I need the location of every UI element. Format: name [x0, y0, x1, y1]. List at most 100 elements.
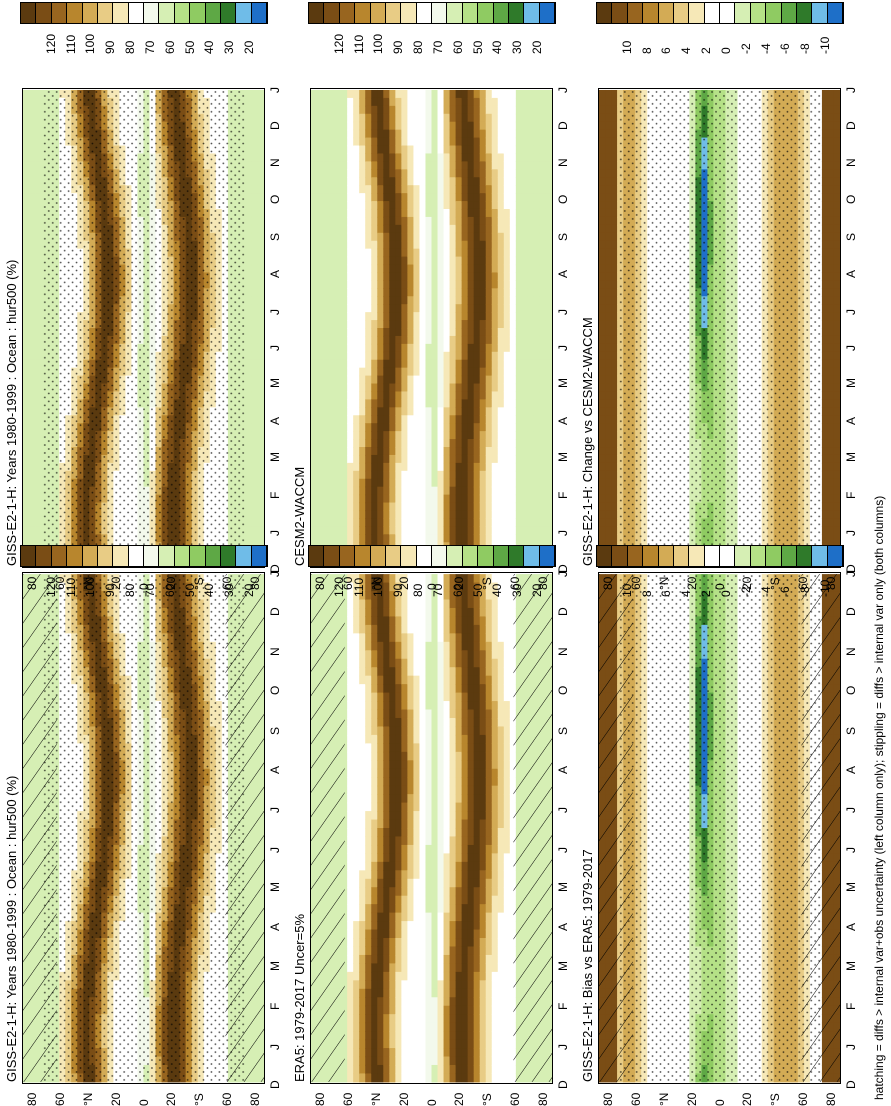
heatmap-cell [359, 785, 366, 795]
heatmap-cell [443, 1014, 451, 1024]
heatmap-cell [419, 701, 427, 711]
heatmap-cell [473, 1056, 481, 1066]
heatmap-cell [479, 921, 487, 931]
heatmap-cell [383, 904, 390, 914]
heatmap-cell [407, 633, 415, 643]
heatmap-cell [419, 929, 427, 939]
heatmap-cell [371, 760, 378, 770]
heatmap-cell [461, 828, 469, 838]
heatmap-cell [497, 624, 505, 634]
heatmap-cell [503, 692, 511, 702]
heatmap-cell [437, 878, 445, 888]
heatmap-cell [509, 1005, 517, 1015]
heatmap-cell [395, 624, 402, 634]
heatmap-cell [407, 971, 415, 981]
heatmap-cell [491, 717, 499, 728]
heatmap-cell [359, 980, 366, 990]
heatmap-cell [431, 1014, 439, 1024]
heatmap-cell [491, 844, 499, 854]
heatmap-cell [359, 692, 366, 702]
heatmap-cell [473, 887, 481, 897]
heatmap-cell [425, 811, 433, 821]
heatmap-cell [353, 904, 360, 914]
heatmap-cell [347, 692, 354, 702]
heatmap-cell [377, 802, 384, 812]
heatmap-cell [455, 726, 463, 736]
heatmap-cell [401, 929, 408, 939]
heatmap-cell [491, 1005, 499, 1015]
heatmap-cell [491, 607, 499, 618]
heatmap-cell [347, 607, 354, 618]
heatmap-cell [377, 743, 384, 753]
heatmap-cell [377, 701, 384, 711]
heatmap-cell [437, 828, 445, 838]
heatmap-cell [425, 675, 433, 685]
heatmap-cell [395, 692, 402, 702]
heatmap-cell [479, 717, 487, 728]
heatmap-cell [503, 887, 511, 897]
heatmap-cell [503, 599, 511, 609]
heatmap-cell [365, 658, 372, 668]
heatmap-cell [365, 794, 372, 804]
heatmap-cell [491, 768, 499, 778]
heatmap-cell [473, 819, 481, 829]
heatmap-cell [461, 1031, 469, 1041]
heatmap-cell [359, 1073, 366, 1083]
heatmap-cell [455, 709, 463, 719]
heatmap-cell [401, 912, 408, 922]
heatmap-cell [395, 1048, 402, 1058]
heatmap-cell [365, 717, 372, 728]
heatmap-cell [479, 878, 487, 888]
heatmap-cell [425, 921, 433, 931]
heatmap-cell [473, 1005, 481, 1015]
heatmap-cell [467, 624, 475, 634]
heatmap-cell [413, 997, 421, 1007]
heatmap-cell [365, 1048, 372, 1058]
heatmap-cell [401, 1022, 408, 1032]
heatmap-cell [383, 692, 390, 702]
heatmap-cell [371, 717, 378, 728]
heatmap-cell [389, 1056, 396, 1066]
heatmap-cell [347, 895, 354, 905]
heatmap-cell [395, 1073, 402, 1083]
heatmap-cell [455, 574, 463, 584]
heatmap-cell [413, 929, 421, 939]
heatmap-cell [347, 701, 354, 711]
heatmap-cell [425, 988, 433, 998]
heatmap-cell [455, 828, 463, 838]
heatmap-cell [407, 658, 415, 668]
heatmap-cell [365, 811, 372, 821]
heatmap-cell [365, 777, 372, 787]
heatmap-cell [419, 734, 427, 744]
heatmap-cell [407, 726, 415, 736]
heatmap-cell [395, 828, 402, 838]
heatmap-cell [401, 675, 408, 685]
heatmap-cell [389, 921, 396, 931]
heatmap-cell [461, 963, 469, 973]
heatmap-cell [401, 692, 408, 702]
heatmap-cell [497, 988, 505, 998]
heatmap-cell [491, 760, 499, 770]
heatmap-cell [359, 988, 366, 998]
heatmap-cell [377, 921, 384, 931]
heatmap-cell [413, 777, 421, 787]
heatmap-cell [473, 701, 481, 711]
heatmap-cell [455, 870, 463, 880]
heatmap-cell [437, 819, 445, 829]
heatmap-cell [353, 802, 360, 812]
heatmap-cell [419, 904, 427, 914]
heatmap-cell [431, 861, 439, 871]
heatmap-cell [401, 938, 408, 948]
heatmap-cell [419, 607, 427, 618]
heatmap-cell [413, 768, 421, 778]
heatmap-cell [389, 963, 396, 973]
heatmap-cell [509, 616, 517, 626]
heatmap-cell [347, 1014, 354, 1024]
heatmap-cell [347, 844, 354, 854]
heatmap-cell [437, 582, 445, 592]
heatmap-cell [503, 751, 511, 761]
heatmap-cell [395, 717, 402, 728]
heatmap-cell [347, 1048, 354, 1058]
heatmap-cell [383, 616, 390, 626]
heatmap-cell [407, 828, 415, 838]
